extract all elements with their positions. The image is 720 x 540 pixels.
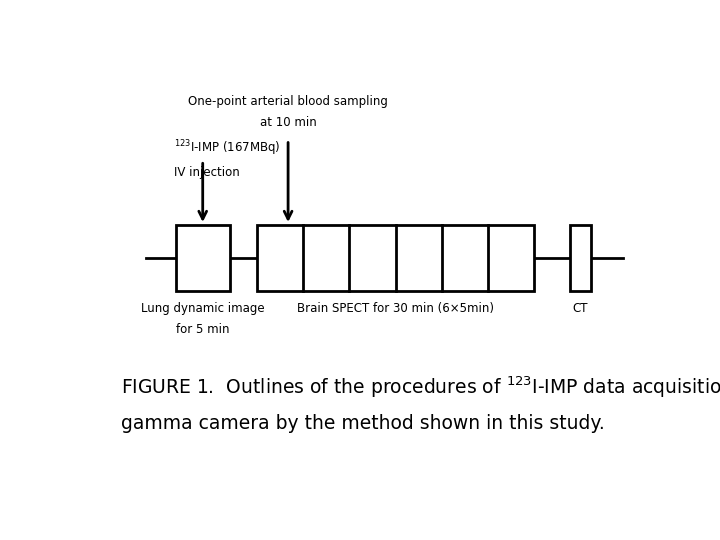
Text: for 5 min: for 5 min — [176, 322, 230, 335]
Text: $^{123}$I-IMP (167MBq): $^{123}$I-IMP (167MBq) — [174, 139, 280, 158]
Text: gamma camera by the method shown in this study.: gamma camera by the method shown in this… — [121, 414, 605, 433]
Text: Lung dynamic image: Lung dynamic image — [141, 302, 265, 315]
Bar — [570, 225, 591, 292]
Text: CT: CT — [572, 302, 588, 315]
Text: IV injection: IV injection — [174, 166, 240, 179]
Text: One-point arterial blood sampling: One-point arterial blood sampling — [188, 96, 388, 109]
Text: Brain SPECT for 30 min (6×5min): Brain SPECT for 30 min (6×5min) — [297, 302, 494, 315]
Text: at 10 min: at 10 min — [260, 116, 317, 129]
Text: FIGURE 1.  Outlines of the procedures of $^{123}$I-IMP data acquisition with: FIGURE 1. Outlines of the procedures of … — [121, 374, 720, 400]
Bar — [176, 225, 230, 292]
Bar — [258, 225, 534, 292]
